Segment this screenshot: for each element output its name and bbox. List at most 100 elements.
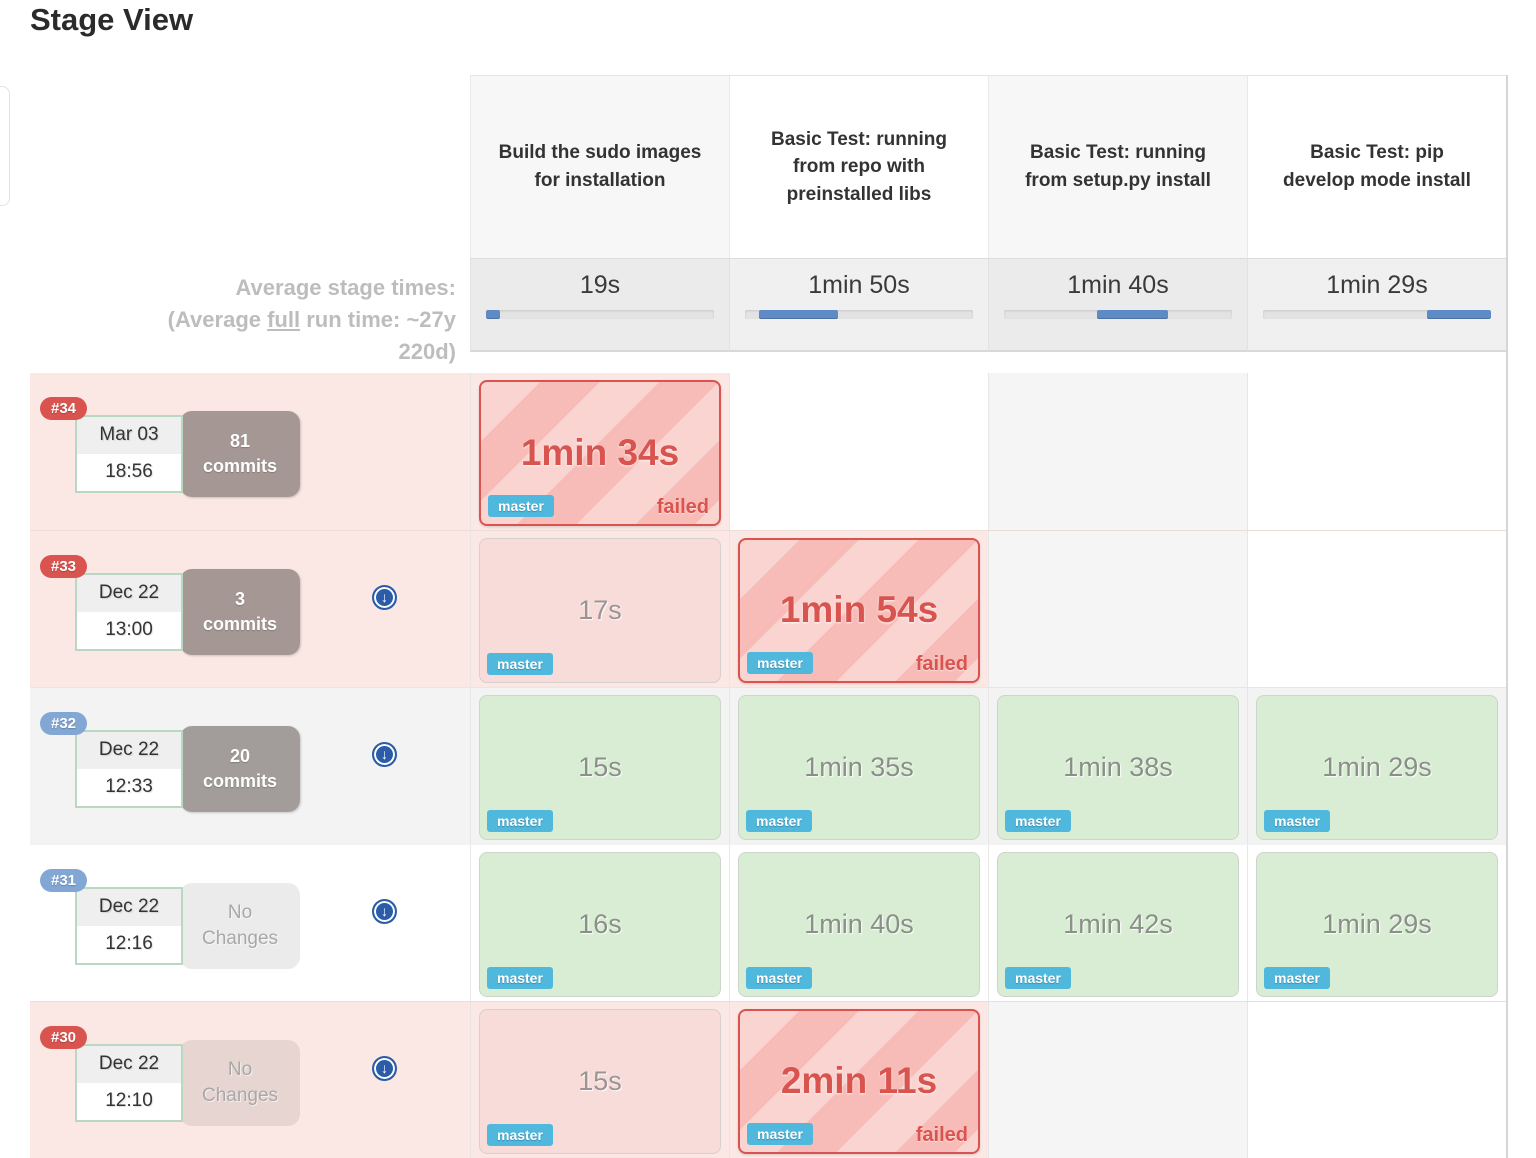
branch-badge: master [487,966,553,989]
changes-box[interactable]: 3 commits [180,568,300,655]
build-number-badge[interactable]: #30 [40,1025,88,1049]
build-row: #30 Dec 22 12:10 No Changes ↓ 15s master 2… [30,1000,1506,1158]
average-stage-times-label: Average stage times: (Average full run t… [30,258,470,368]
stage-column-header-1: Build the sudo images for installation [470,75,729,258]
stage-duration: 1min 54s [779,589,939,631]
build-date: Mar 03 [77,416,181,454]
build-row-cells: 17s master 1min 54s master failed [470,530,1506,687]
changes-box[interactable]: 20 commits [180,725,300,812]
stage-cell[interactable]: 1min 38s master [997,694,1239,840]
changes-count: 20 [229,746,251,767]
arrow-down-glyph: ↓ [381,746,388,763]
build-date-box[interactable]: Dec 22 12:10 [75,1043,183,1122]
arrow-down-glyph: ↓ [381,1060,388,1077]
branch-badge: master [746,966,812,989]
stage-duration: 1min 40s [804,908,914,939]
stage-td [1247,1001,1506,1158]
download-icon[interactable]: ↓ [372,898,397,924]
stage-duration: 1min 35s [804,751,914,782]
stage-td [988,530,1247,687]
changes-box[interactable]: No Changes [180,882,300,969]
average-subheading: (Average full run time: ~27y [167,306,456,332]
stage-cell[interactable]: 15s master [479,694,721,840]
stage-cell[interactable]: 15s master [479,1008,721,1154]
arrow-down-glyph: ↓ [381,589,388,606]
stage-cell[interactable]: 1min 35s master [738,694,980,840]
build-date: Dec 22 [77,888,181,926]
stage-duration: 15s [578,1065,622,1096]
stage-cell[interactable]: 1min 54s master failed [738,537,980,683]
build-rows: #34 Mar 03 18:56 81 commits 1min 34s mast… [30,372,1506,1158]
stage-cell[interactable]: 16s master [479,851,721,997]
stage-duration: 1min 29s [1322,751,1432,782]
full-run-time-link[interactable]: full [267,306,301,332]
failed-label: failed [915,652,968,675]
stage-td [988,1001,1247,1158]
average-subheading-line2: 220d) [398,338,456,364]
changes-label: Changes [201,1084,279,1106]
build-time: 18:56 [105,461,153,483]
build-row-head: #34 Mar 03 18:56 81 commits [30,373,470,530]
stage-cell[interactable]: 2min 11s master failed [738,1008,980,1154]
download-icon[interactable]: ↓ [372,741,397,767]
stage-td: 1min 29s master [1247,844,1506,1001]
stage-cell[interactable]: 1min 42s master [997,851,1239,997]
stage-cell[interactable]: 17s master [479,537,721,683]
build-number-badge[interactable]: #34 [40,396,88,420]
stage-proportion-fill [1426,310,1491,319]
stage-column-header-4: Basic Test: pip develop mode install [1247,75,1506,258]
stage-duration: 17s [578,594,622,625]
changes-box[interactable]: 81 commits [180,410,300,497]
branch-badge: master [746,809,812,832]
branch-badge: master [1264,966,1330,989]
build-number-badge[interactable]: #31 [40,868,88,892]
stage-column-header-2: Basic Test: running from repo with prein… [729,75,988,258]
branch-badge: master [1005,966,1071,989]
build-number-badge[interactable]: #32 [40,711,88,735]
branch-badge: master [487,1123,553,1146]
build-number-badge[interactable]: #33 [40,554,88,578]
download-icon[interactable]: ↓ [372,1055,397,1081]
download-icon[interactable]: ↓ [372,584,397,610]
failed-label: failed [915,1123,968,1146]
stage-td: 17s master [470,530,729,687]
average-stage-time-2: 1min 50s [729,258,988,352]
build-time: 12:33 [105,776,153,798]
stage-cell[interactable]: 1min 34s master failed [479,379,721,526]
changes-label: commits [202,770,278,791]
changes-count: No [227,902,253,924]
build-date-box[interactable]: Mar 03 18:56 [75,414,183,493]
stage-td: 1min 42s master [988,844,1247,1001]
stage-cell[interactable]: 1min 40s master [738,851,980,997]
stage-duration: 15s [578,751,622,782]
branch-badge: master [747,651,813,674]
stage-proportion-bar [486,310,714,319]
stage-td: 1min 38s master [988,687,1247,844]
stage-proportion-bar [1004,310,1232,319]
build-row-head: #30 Dec 22 12:10 No Changes ↓ [30,1002,470,1158]
stage-td: 15s master [470,687,729,844]
average-heading: Average stage times: [235,275,456,300]
changes-count: 81 [229,431,251,452]
build-date-box[interactable]: Dec 22 12:33 [75,729,183,808]
average-time-value: 19s [579,271,621,299]
build-date-box[interactable]: Dec 22 13:00 [75,572,183,651]
arrow-down-glyph: ↓ [381,903,388,920]
branch-badge: master [1264,809,1330,832]
average-stage-time-3: 1min 40s [988,258,1247,352]
average-stage-time-1: 19s [470,258,729,352]
stage-td [1247,372,1506,530]
build-time: 13:00 [105,619,153,641]
changes-label: commits [202,455,278,476]
stage-td [988,372,1247,530]
average-time-value: 1min 40s [1067,271,1169,299]
stage-duration: 1min 38s [1063,751,1173,782]
branch-badge: master [487,809,553,832]
header-left-spacer [30,75,470,258]
stage-cell[interactable]: 1min 29s master [1256,694,1498,840]
build-row-cells: 15s master 2min 11s master failed [470,1001,1506,1158]
changes-box[interactable]: No Changes [180,1039,300,1126]
stage-cell[interactable]: 1min 29s master [1256,851,1498,997]
failed-label: failed [656,495,709,518]
build-date-box[interactable]: Dec 22 12:16 [75,886,183,965]
